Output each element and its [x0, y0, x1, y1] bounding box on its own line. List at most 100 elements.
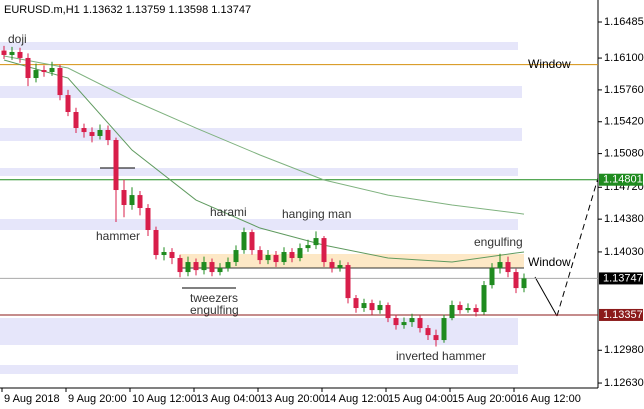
candle-body: [217, 268, 223, 273]
x-tick-label: 13 Aug 20:00: [260, 393, 325, 405]
candle-body: [417, 318, 423, 329]
x-tick-label: 10 Aug 12:00: [132, 393, 197, 405]
price-tag-label: 1.13357: [603, 309, 643, 321]
annotation: engulfing: [474, 235, 523, 249]
candle-body: [121, 190, 127, 206]
candle-body: [1, 50, 7, 55]
window-label: Window: [528, 57, 571, 71]
candle-body: [97, 129, 103, 136]
candle-body: [361, 303, 367, 309]
candle-body: [17, 51, 23, 58]
band: [0, 219, 518, 230]
x-tick-label: 14 Aug 12:00: [324, 393, 389, 405]
candle-body: [289, 252, 295, 259]
candle-body: [337, 265, 343, 269]
candle-body: [313, 238, 319, 246]
y-tick-label: 1.14030: [604, 246, 644, 258]
band: [0, 168, 518, 176]
annotation: harami: [210, 205, 247, 219]
candle-body: [481, 285, 487, 313]
band: [0, 128, 522, 141]
moving-average: [3, 59, 525, 263]
candle-body: [137, 195, 143, 209]
band: [0, 318, 518, 345]
y-tick-label: 1.15080: [604, 147, 644, 159]
candle-body: [105, 129, 111, 141]
candle-body: [33, 70, 39, 79]
candle-body: [329, 262, 335, 269]
y-tick-label: 1.15760: [604, 84, 644, 96]
candle-body: [385, 305, 391, 319]
band: [0, 365, 518, 374]
candle-body: [505, 262, 511, 273]
candle-body: [465, 308, 471, 311]
candle-body: [129, 195, 135, 206]
projection-line: [556, 177, 599, 317]
candle-body: [401, 322, 407, 326]
candle-body: [185, 262, 191, 273]
moving-average: [3, 55, 525, 215]
candle-body: [497, 262, 503, 269]
candle-body: [369, 303, 375, 311]
candle-body: [41, 70, 47, 73]
candle-body: [345, 265, 351, 299]
band: [0, 42, 518, 50]
price-tag: [599, 173, 643, 186]
candle-body: [9, 51, 15, 55]
y-tick-label: 1.16485: [604, 16, 644, 28]
annotation: tweezers: [190, 291, 238, 305]
candle-body: [57, 67, 63, 96]
projection-line: [534, 276, 558, 317]
candle-body: [113, 140, 119, 191]
y-tick-label: 1.14380: [604, 213, 644, 225]
y-tick-label: 1.16100: [604, 52, 644, 64]
candle-body: [377, 305, 383, 311]
y-tick-label: 1.15420: [604, 116, 644, 128]
chart-title: EURUSD.m,H1 1.13632 1.13759 1.13598 1.13…: [4, 4, 251, 16]
candle-body: [473, 308, 479, 313]
candle-body: [297, 248, 303, 259]
window-zone: [180, 253, 524, 269]
candle-body: [521, 278, 527, 289]
candle-body: [49, 67, 55, 73]
candle-body: [265, 255, 271, 261]
x-tick-label: 9 Aug 20:00: [68, 393, 127, 405]
band: [0, 86, 522, 98]
x-tick-label: 9 Aug 2018: [4, 393, 60, 405]
price-tag-label: 1.13747: [603, 272, 643, 284]
candle-body: [393, 318, 399, 326]
price-tag: [599, 272, 643, 285]
annotation: hammer: [96, 229, 140, 243]
candle-body: [81, 128, 87, 133]
candle-body: [281, 252, 287, 263]
candle-body: [353, 298, 359, 309]
candle-body: [241, 232, 247, 251]
candle-body: [321, 238, 327, 263]
y-tick-label: 1.12980: [604, 344, 644, 356]
candle-body: [249, 232, 255, 251]
annotation: inverted hammer: [396, 349, 486, 363]
candle-body: [169, 252, 175, 259]
annotation: hanging man: [282, 207, 351, 221]
price-tag: [599, 308, 643, 321]
candle-body: [89, 132, 95, 136]
x-tick-label: 16 Aug 12:00: [516, 393, 581, 405]
candle-body: [457, 305, 463, 311]
candle-body: [25, 57, 31, 79]
annotation: engulfing: [190, 303, 239, 317]
candle-body: [193, 262, 199, 271]
candle-body: [489, 268, 495, 286]
candle-body: [433, 335, 439, 341]
session-bands: [0, 42, 522, 374]
candle-body: [425, 328, 431, 336]
window-label: Window: [528, 255, 571, 269]
candle-body: [209, 262, 215, 273]
candle-body: [305, 245, 311, 249]
candle-body: [257, 250, 263, 261]
candle-body: [65, 95, 71, 113]
x-tick-label: 15 Aug 04:00: [388, 393, 453, 405]
x-tick-label: 13 Aug 04:00: [196, 393, 261, 405]
price-tag-label: 1.14801: [603, 174, 643, 186]
candle-body: [273, 255, 279, 263]
